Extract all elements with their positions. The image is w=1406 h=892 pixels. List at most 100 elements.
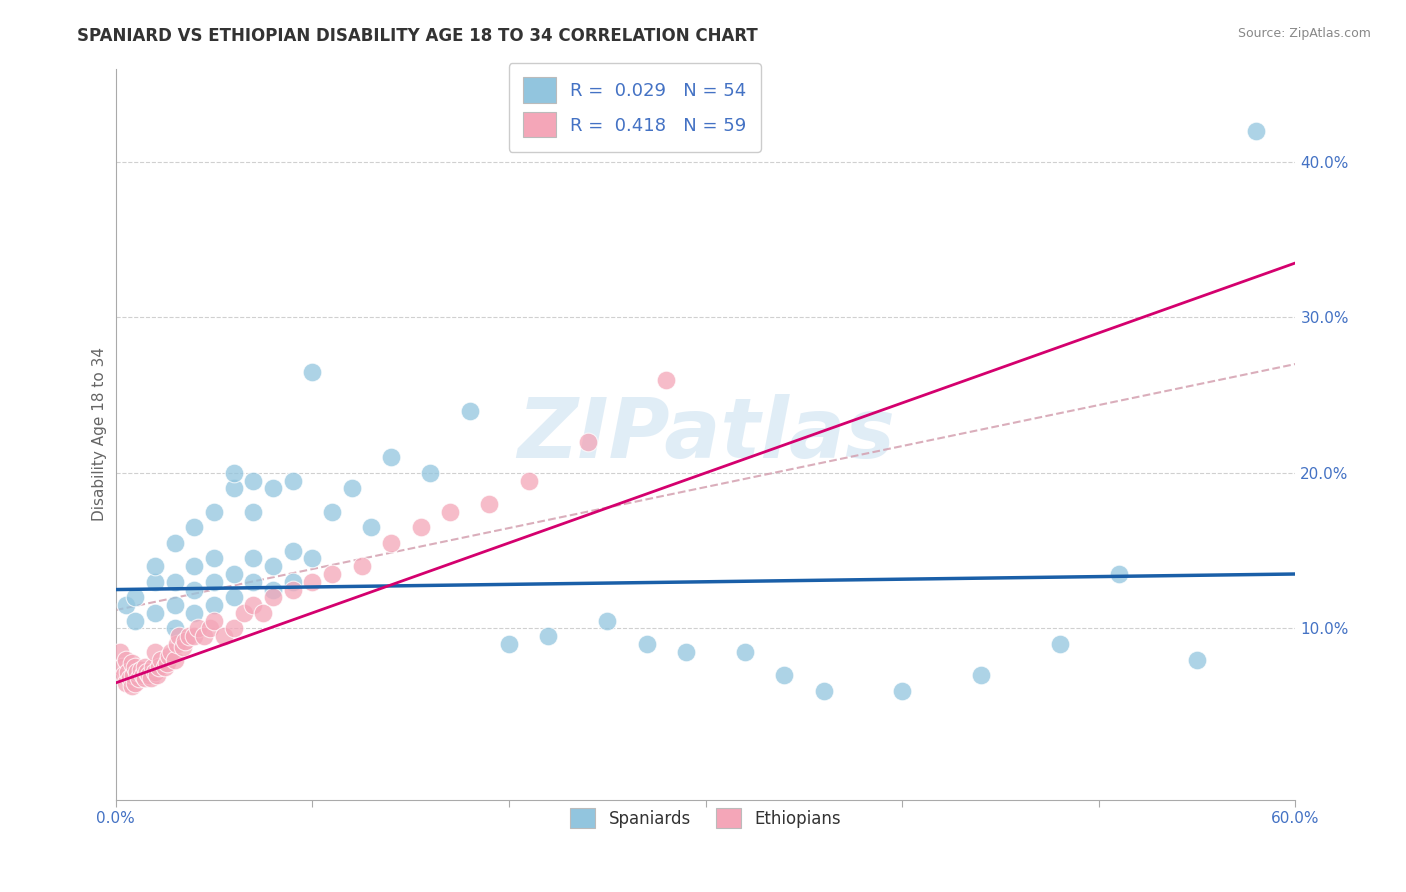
Point (813, 683, 835, 698)
Point (157, 649, 180, 664)
Point (734, 645, 756, 659)
Point (202, 614, 225, 628)
Point (419, 466, 441, 480)
Point (281, 574, 304, 589)
Point (636, 637, 658, 651)
Y-axis label: Disability Age 18 to 34: Disability Age 18 to 34 (93, 347, 107, 521)
Point (127, 665, 149, 679)
Point (146, 668, 169, 682)
Point (281, 543, 304, 558)
Point (138, 668, 160, 682)
Point (222, 466, 245, 480)
Point (281, 582, 304, 597)
Point (177, 629, 200, 643)
Point (242, 505, 264, 519)
Point (478, 497, 501, 511)
Point (163, 574, 186, 589)
Point (1108, 566, 1130, 581)
Legend: Spaniards, Ethiopians: Spaniards, Ethiopians (564, 801, 848, 835)
Point (143, 574, 166, 589)
Point (537, 629, 560, 643)
Point (193, 629, 215, 643)
Point (183, 559, 205, 574)
Point (166, 637, 188, 651)
Point (409, 520, 432, 534)
Point (360, 520, 382, 534)
Point (121, 656, 143, 670)
Point (242, 574, 264, 589)
Point (143, 645, 166, 659)
Point (222, 591, 245, 605)
Point (124, 614, 146, 628)
Point (128, 671, 150, 685)
Point (773, 668, 796, 682)
Point (439, 505, 461, 519)
Point (187, 622, 209, 636)
Point (167, 629, 190, 643)
Point (112, 668, 135, 682)
Point (262, 591, 284, 605)
Point (458, 403, 481, 417)
Point (143, 559, 166, 574)
Point (136, 665, 159, 679)
Point (891, 683, 914, 698)
Point (124, 591, 146, 605)
Point (1049, 637, 1071, 651)
Point (1244, 124, 1267, 138)
Point (153, 660, 176, 674)
Point (202, 505, 225, 519)
Point (172, 640, 194, 654)
Point (163, 598, 186, 612)
Point (114, 676, 136, 690)
Point (252, 606, 274, 620)
Point (1185, 652, 1208, 666)
Point (156, 656, 179, 670)
Point (198, 622, 221, 636)
Point (380, 450, 402, 465)
Point (114, 598, 136, 612)
Point (321, 566, 343, 581)
Point (202, 574, 225, 589)
Point (596, 614, 619, 628)
Point (118, 671, 141, 685)
Point (122, 668, 145, 682)
Point (242, 474, 264, 488)
Point (202, 551, 225, 566)
Text: SPANIARD VS ETHIOPIAN DISABILITY AGE 18 TO 34 CORRELATION CHART: SPANIARD VS ETHIOPIAN DISABILITY AGE 18 … (77, 27, 758, 45)
Point (124, 660, 146, 674)
Point (121, 679, 143, 693)
Point (124, 676, 146, 690)
Point (163, 652, 186, 666)
Point (321, 505, 343, 519)
Point (222, 622, 245, 636)
Point (183, 582, 205, 597)
Point (380, 536, 402, 550)
Point (148, 660, 170, 674)
Point (222, 482, 245, 496)
Point (350, 559, 373, 574)
Point (232, 606, 254, 620)
Point (262, 559, 284, 574)
Point (675, 645, 697, 659)
Point (222, 566, 245, 581)
Point (301, 551, 323, 566)
Point (131, 664, 153, 678)
Point (183, 629, 205, 643)
Point (202, 598, 225, 612)
Point (655, 373, 678, 387)
Point (970, 668, 993, 682)
Point (183, 520, 205, 534)
Point (242, 598, 264, 612)
Point (108, 645, 131, 659)
Point (262, 482, 284, 496)
Point (132, 668, 155, 682)
Point (134, 660, 156, 674)
Point (301, 574, 323, 589)
Point (301, 365, 323, 379)
Point (242, 551, 264, 566)
Point (134, 671, 156, 685)
Point (111, 660, 134, 674)
Point (212, 629, 235, 643)
Text: Source: ZipAtlas.com: Source: ZipAtlas.com (1237, 27, 1371, 40)
Point (150, 652, 173, 666)
